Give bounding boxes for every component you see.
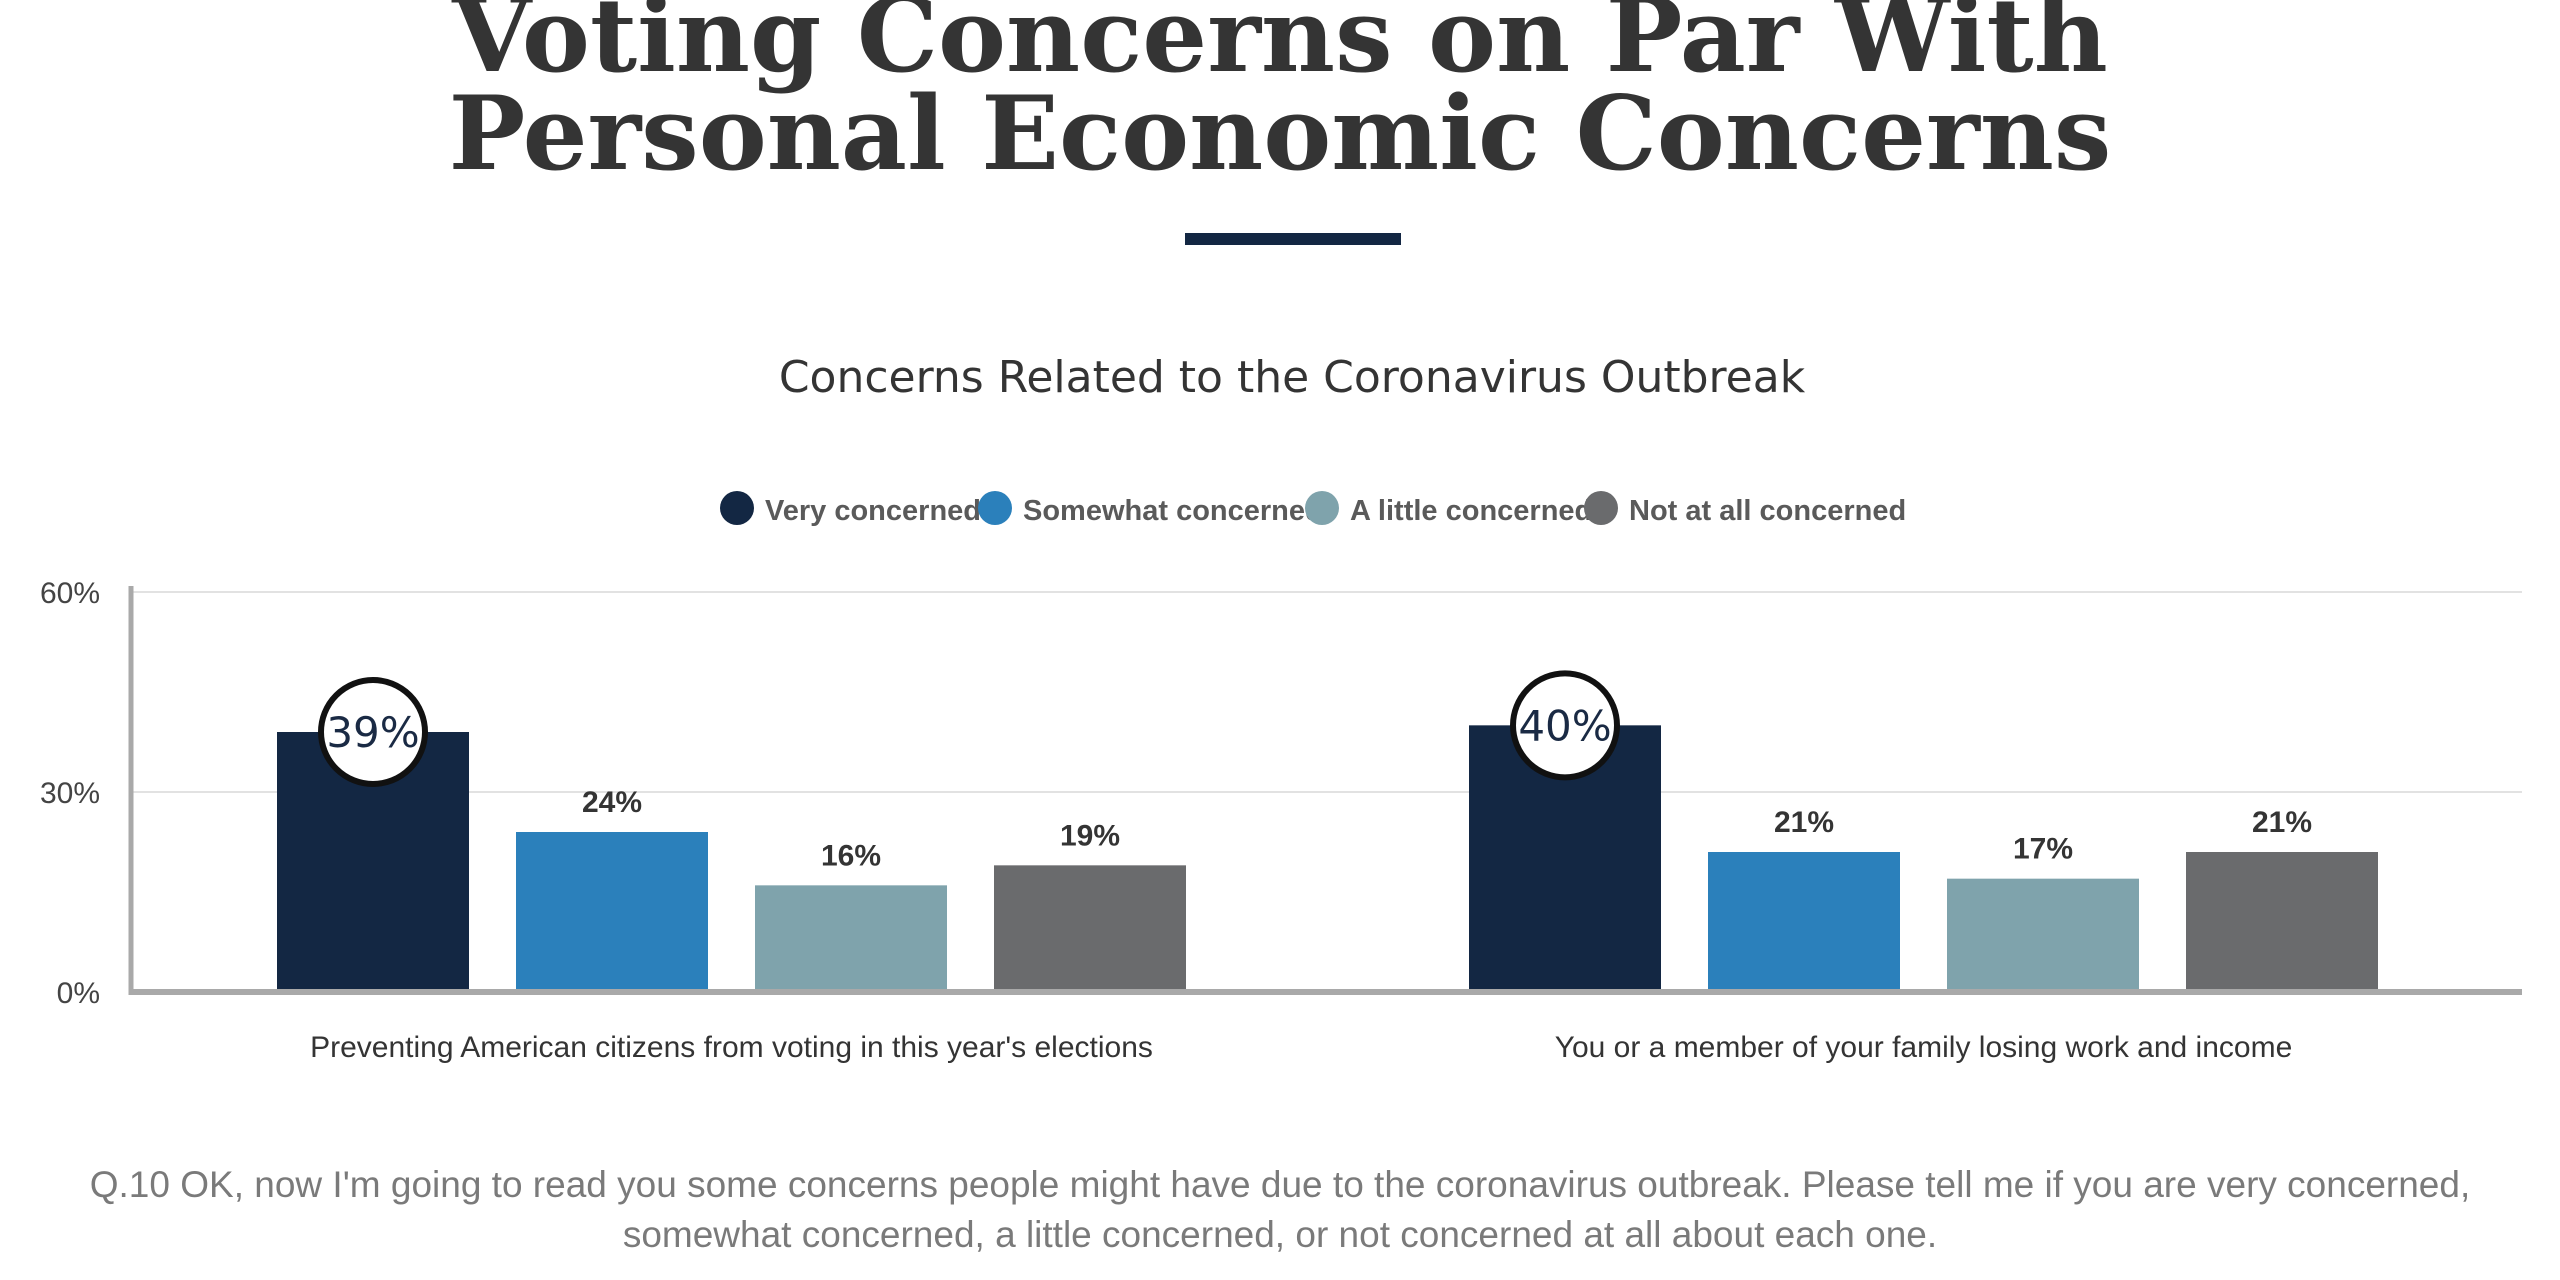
- chart-title: Concerns Related to the Coronavirus Outb…: [779, 352, 1806, 403]
- legend-swatch-not-at-all-concerned: [1584, 491, 1618, 525]
- highlight-circle-1: [318, 677, 428, 787]
- data-label-somewhat-concerned-1: 24%: [582, 786, 642, 819]
- y-tick-label-30: 30%: [40, 777, 100, 810]
- page-title-line-2: Personal Economic Concerns: [448, 74, 2112, 194]
- y-tick-label-60: 60%: [40, 577, 100, 610]
- category-label-2: You or a member of your family losing wo…: [1555, 1031, 2293, 1064]
- y-tick-label-0: 0%: [57, 977, 100, 1010]
- highlight-circle-2: [1510, 670, 1620, 781]
- chart-bars: [277, 725, 2378, 992]
- bar-somewhat-concerned-2: [1708, 852, 1900, 992]
- question-footnote: Q.10 OK, now I'm going to read you some …: [89, 1164, 2471, 1255]
- legend-label-a-little-concerned: A little concerned: [1350, 495, 1592, 527]
- legend-swatch-very-concerned: [720, 491, 754, 525]
- chart-category-labels: Preventing American citizens from voting…: [310, 1031, 2292, 1064]
- bar-a-little-concerned-1: [755, 885, 947, 992]
- page-title-line-1: Voting Concerns on Par With: [452, 0, 2108, 96]
- chart-axes: [128, 586, 2522, 995]
- category-label-1: Preventing American citizens from voting…: [310, 1031, 1153, 1064]
- data-label-a-little-concerned-1: 16%: [821, 839, 881, 872]
- data-label-not-at-all-concerned-1: 19%: [1060, 819, 1120, 852]
- data-label-very-concerned-2: 40%: [1518, 701, 1611, 750]
- chart-data-labels: 39% 24% 16% 19% 40% 21% 17% 21%: [318, 670, 2312, 872]
- legend-swatch-somewhat-concerned: [978, 491, 1012, 525]
- bar-not-at-all-concerned-2: [2186, 852, 2378, 992]
- legend-swatch-a-little-concerned: [1305, 491, 1339, 525]
- legend-label-very-concerned: Very concerned: [765, 495, 981, 527]
- data-label-a-little-concerned-2: 17%: [2013, 833, 2073, 866]
- bar-chart: Concerns Related to the Coronavirus Outb…: [40, 352, 2522, 1064]
- data-label-very-concerned-1: 39%: [326, 708, 419, 757]
- bar-not-at-all-concerned-1: [994, 865, 1186, 992]
- chart-legend: Very concerned Somewhat concerned A little…: [720, 491, 1906, 527]
- title-divider: [1185, 233, 1401, 245]
- bar-somewhat-concerned-1: [516, 832, 708, 992]
- bar-a-little-concerned-2: [1947, 878, 2139, 992]
- chart-gridlines: 0% 30% 60%: [40, 577, 2522, 1010]
- legend-label-not-at-all-concerned: Not at all concerned: [1629, 495, 1906, 527]
- data-label-somewhat-concerned-2: 21%: [1774, 806, 1834, 839]
- legend-label-somewhat-concerned: Somewhat concerned: [1023, 495, 1323, 527]
- data-label-not-at-all-concerned-2: 21%: [2252, 806, 2312, 839]
